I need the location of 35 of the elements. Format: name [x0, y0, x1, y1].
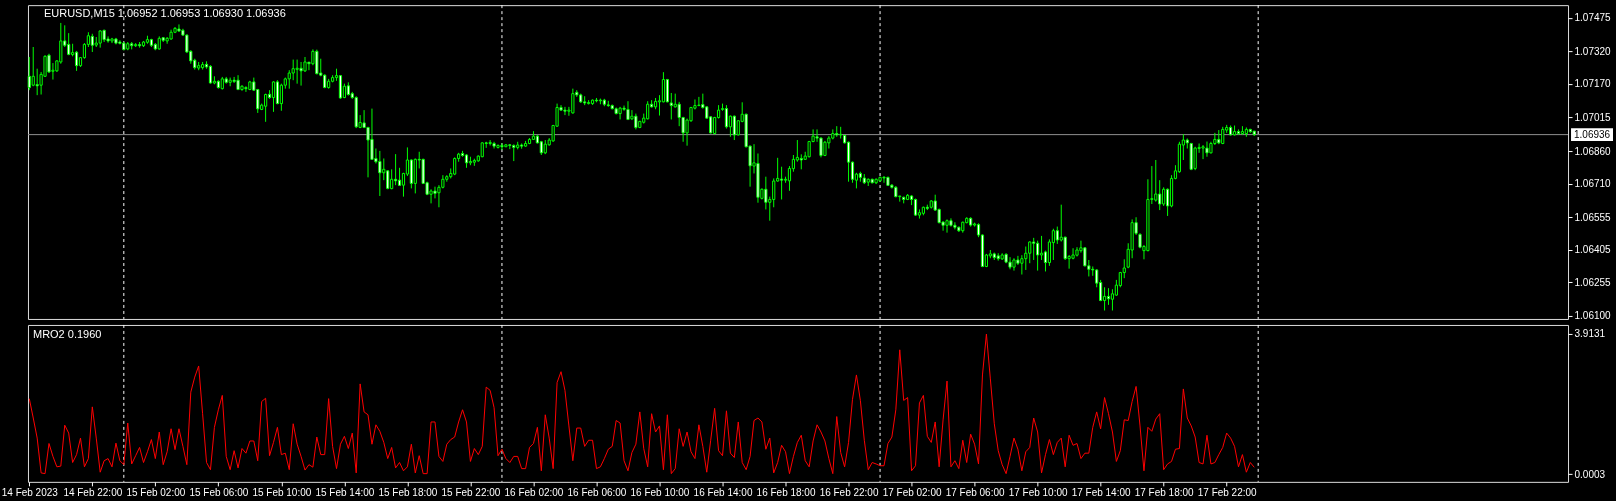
y-tick-label: 1.07475: [1574, 12, 1612, 24]
chart-title: EURUSD,M15 1.06952 1.06953 1.06930 1.06936: [43, 7, 286, 20]
x-tick-label: 17 Feb 18:00: [1134, 487, 1195, 499]
y-tick-label: 1.06255: [1574, 276, 1612, 288]
y-tick-label: 1.06555: [1574, 211, 1612, 223]
y-tick-label: 1.07170: [1574, 78, 1612, 90]
y-tick-label: 1.06860: [1574, 145, 1612, 157]
y-tick-label: 1.07320: [1574, 45, 1612, 57]
y-tick-label: 3.9131: [1574, 328, 1606, 340]
x-tick-label: 16 Feb 14:00: [693, 487, 753, 499]
y-tick-label: 1.06405: [1574, 244, 1612, 256]
x-tick-label: 16 Feb 10:00: [630, 487, 690, 499]
y-tick-label: 1.06100: [1574, 310, 1612, 322]
y-tick-label: 1.07015: [1574, 111, 1612, 123]
x-tick-label: 16 Feb 02:00: [504, 487, 564, 499]
x-tick-label: 15 Feb 22:00: [441, 487, 501, 499]
x-tick-label: 16 Feb 06:00: [567, 487, 627, 499]
x-tick-label: 16 Feb 18:00: [756, 487, 816, 499]
x-tick-label: 14 Feb 22:00: [63, 487, 123, 499]
x-tick-label: 14 Feb 2023: [1, 487, 59, 499]
x-tick-label: 15 Feb 18:00: [378, 487, 438, 499]
x-tick-label: 15 Feb 06:00: [189, 487, 249, 499]
x-tick-label: 17 Feb 14:00: [1071, 487, 1131, 499]
y-tick-label: 0.0003: [1574, 468, 1606, 480]
x-tick-label: 15 Feb 10:00: [252, 487, 312, 499]
y-tick-label: 1.06710: [1574, 178, 1612, 190]
x-tick-label: 16 Feb 22:00: [819, 487, 879, 499]
x-tick-label: 17 Feb 10:00: [1008, 487, 1068, 499]
x-tick-label: 15 Feb 14:00: [315, 487, 375, 499]
x-tick-label: 17 Feb 22:00: [1197, 487, 1258, 499]
ref-line-label: 1.06936: [1574, 128, 1611, 140]
x-tick-label: 15 Feb 02:00: [126, 487, 186, 499]
x-tick-label: 17 Feb 02:00: [882, 487, 942, 499]
chart-title: MRO2 0.1960: [32, 327, 102, 340]
x-tick-label: 17 Feb 06:00: [945, 487, 1005, 499]
